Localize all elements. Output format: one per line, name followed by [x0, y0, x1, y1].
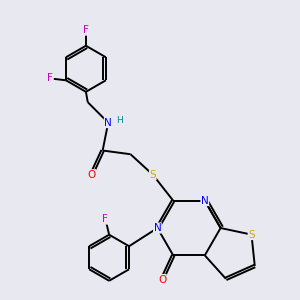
Text: N: N [201, 196, 209, 206]
Text: F: F [103, 214, 108, 224]
Text: H: H [116, 116, 123, 125]
Text: O: O [158, 274, 166, 284]
Text: F: F [83, 25, 89, 35]
Text: F: F [47, 74, 53, 83]
Text: S: S [248, 230, 255, 240]
Text: O: O [87, 170, 96, 180]
Text: S: S [149, 170, 156, 180]
Text: N: N [104, 118, 112, 128]
Text: N: N [154, 223, 161, 233]
